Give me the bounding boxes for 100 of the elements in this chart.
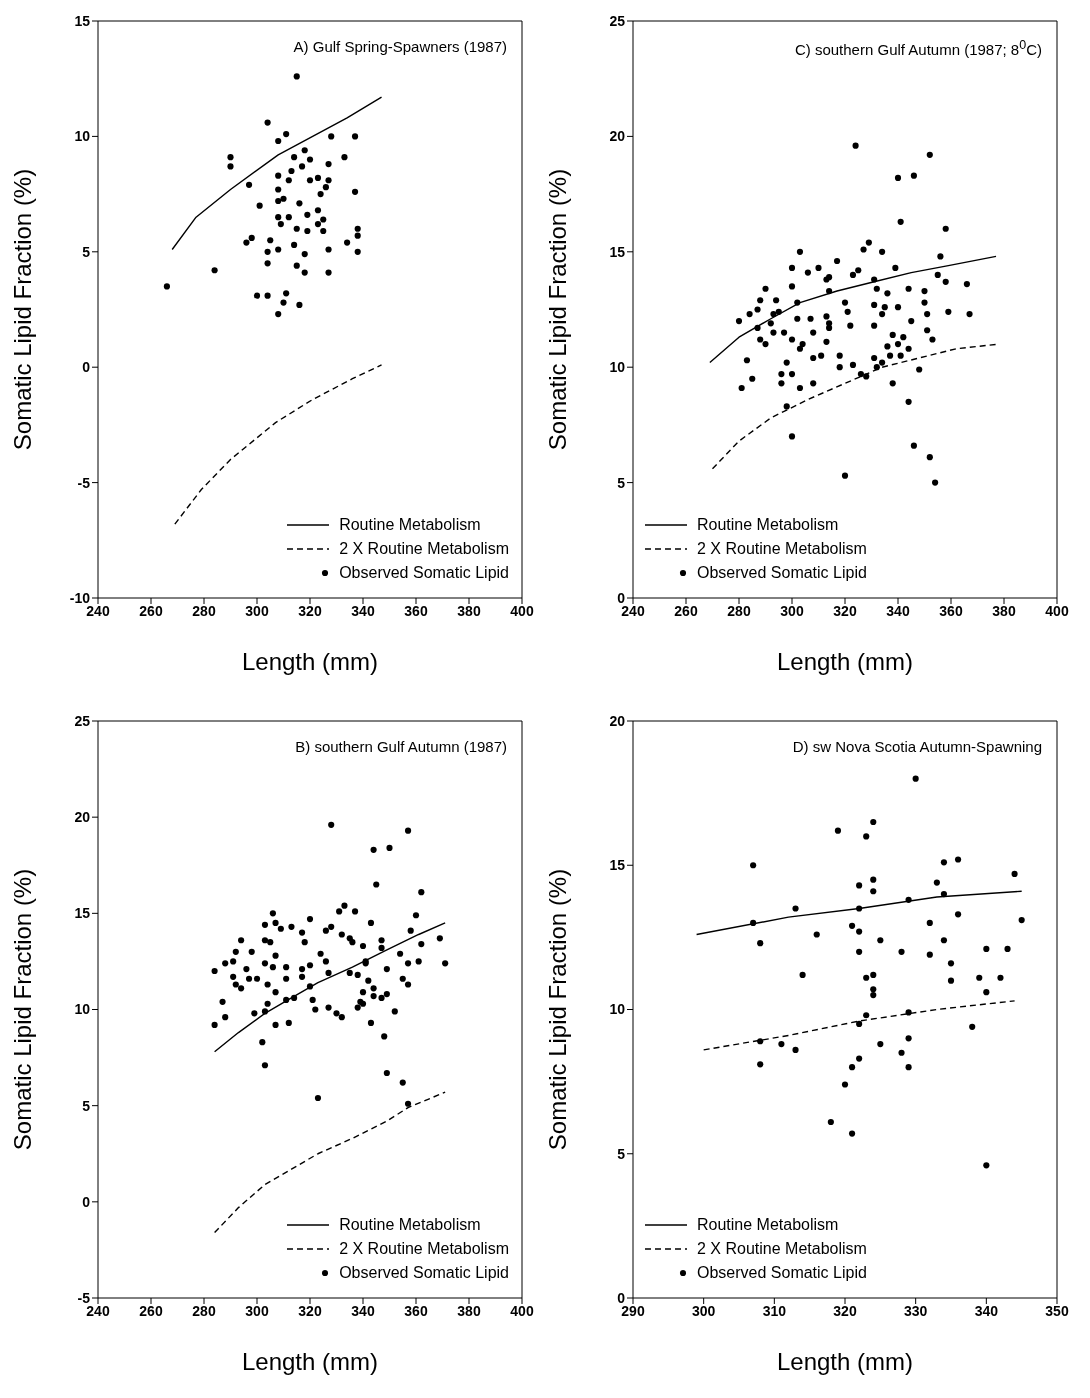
point	[757, 1061, 764, 1068]
legend-label: Routine Metabolism	[697, 516, 839, 534]
x-tick-label: 260	[139, 1302, 163, 1319]
x-axis-title: Length (mm)	[241, 1348, 379, 1375]
x-tick-label: 330	[903, 1302, 928, 1319]
point	[856, 1055, 863, 1062]
text: B) southern Gulf Autumn (1987)	[295, 738, 507, 755]
y-tick-label: 5	[82, 243, 91, 260]
x-tick-label: 280	[727, 602, 751, 619]
legend-label: Observed Somatic Lipid	[339, 1264, 509, 1282]
point	[1018, 916, 1025, 924]
line-series	[695, 890, 1023, 936]
legend-label: Routine Metabolism	[697, 1216, 839, 1234]
y-tick-label: 5	[617, 1145, 626, 1162]
point	[940, 891, 948, 898]
y-tick-label: 15	[74, 905, 91, 922]
x-tick-label: 260	[674, 602, 698, 619]
x-tick-label: 340	[351, 602, 375, 619]
point	[877, 1041, 884, 1048]
point	[827, 1118, 834, 1126]
point	[792, 1046, 799, 1053]
point	[905, 896, 912, 903]
x-tick-label: 340	[351, 1302, 375, 1319]
y-axis-title: Somatic Lipid Fraction (%)	[8, 168, 36, 451]
point	[841, 1081, 849, 1088]
point	[954, 911, 962, 918]
x-tick-label: 360	[404, 602, 428, 619]
point	[1004, 945, 1011, 952]
point	[757, 940, 764, 947]
legend-label: 2 X Routine Metabolism	[697, 540, 867, 558]
y-tick-label: 15	[74, 12, 91, 29]
point	[983, 989, 990, 996]
x-tick-label: 320	[298, 1302, 322, 1319]
y-tick-label: 10	[609, 1001, 626, 1018]
x-tick-label: 260	[139, 602, 163, 619]
x-tick-label: 380	[992, 602, 1016, 619]
y-tick-label: 15	[609, 243, 626, 260]
point	[750, 919, 757, 927]
y-tick-label: 20	[74, 809, 91, 826]
point	[856, 948, 863, 955]
legend-label: Observed Somatic Lipid	[697, 564, 867, 582]
x-tick-label: 300	[691, 1302, 716, 1319]
point	[870, 876, 877, 883]
x-tick-label: 400	[510, 1302, 534, 1319]
point	[863, 974, 870, 981]
point	[1011, 870, 1018, 877]
legend-label: Routine Metabolism	[339, 1216, 481, 1234]
point	[947, 977, 955, 984]
y-tick-label: 10	[74, 1001, 91, 1018]
legend-label: 2 X Routine Metabolism	[339, 1240, 509, 1258]
point	[940, 937, 948, 944]
line-series	[709, 255, 997, 364]
y-tick-label: 10	[609, 359, 626, 376]
x-tick-label: 300	[245, 1302, 269, 1319]
point	[856, 928, 863, 935]
line-series	[702, 1000, 1016, 1051]
y-tick-label: 25	[74, 712, 91, 729]
y-tick-label: 5	[82, 1097, 91, 1114]
legend-label: 2 X Routine Metabolism	[339, 540, 509, 558]
point	[856, 1020, 863, 1028]
point	[983, 945, 990, 952]
y-axis-title: Somatic Lipid Fraction (%)	[543, 868, 571, 1151]
point	[863, 833, 870, 840]
x-tick-label: 380	[457, 1302, 481, 1319]
x-tick-label: 320	[833, 1302, 857, 1319]
y-axis-title: Somatic Lipid Fraction (%)	[8, 868, 36, 1151]
x-tick-label: 320	[298, 602, 322, 619]
y-tick-label: 10	[74, 128, 91, 145]
point	[905, 1064, 912, 1071]
legend-label: Observed Somatic Lipid	[339, 564, 509, 582]
y-tick-label: 0	[82, 359, 91, 376]
point	[870, 818, 877, 826]
point	[912, 775, 919, 782]
point	[848, 922, 856, 929]
point	[926, 951, 933, 958]
legend-label: 2 X Routine Metabolism	[697, 1240, 867, 1258]
legend-label: Routine Metabolism	[339, 516, 481, 534]
x-tick-label: 300	[780, 602, 804, 619]
line-series	[171, 96, 383, 251]
x-axis-title: Length (mm)	[241, 648, 379, 675]
x-tick-label: 350	[1045, 1302, 1069, 1319]
x-tick-label: 340	[974, 1302, 999, 1319]
point	[905, 1009, 912, 1016]
x-tick-label: 280	[192, 602, 216, 619]
point	[926, 919, 933, 927]
y-axis-title: Somatic Lipid Fraction (%)	[543, 168, 571, 451]
x-tick-label: 280	[192, 1302, 216, 1319]
point	[834, 827, 842, 834]
text: D) sw Nova Scotia Autumn-Spawning	[792, 738, 1042, 755]
y-tick-label: 0	[82, 1193, 91, 1210]
point	[870, 986, 877, 993]
point	[983, 1162, 990, 1169]
legend-label: Observed Somatic Lipid	[697, 1264, 867, 1282]
x-tick-label: 300	[245, 602, 269, 619]
x-tick-label: 400	[510, 602, 534, 619]
point	[870, 991, 877, 999]
point	[898, 1049, 905, 1056]
point	[976, 974, 983, 981]
x-axis-title: Length (mm)	[776, 648, 914, 675]
point	[750, 862, 757, 869]
